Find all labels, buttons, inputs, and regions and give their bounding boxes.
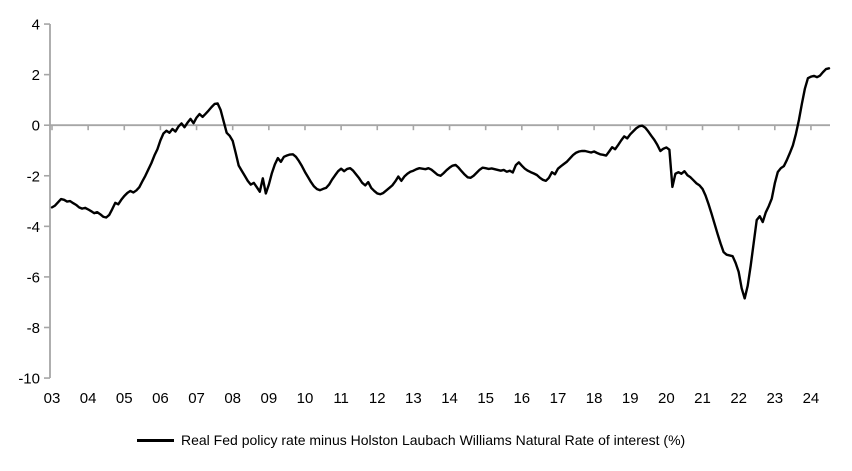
x-tick-label-23: 23	[766, 390, 783, 407]
x-tick-label-22: 22	[730, 390, 747, 407]
x-tick-label-08: 08	[224, 390, 241, 407]
y-tick-label--4: -4	[27, 219, 40, 236]
x-tick-label-14: 14	[441, 390, 458, 407]
legend-label: Real Fed policy rate minus Holston Lauba…	[181, 432, 686, 448]
x-tick-label-24: 24	[803, 390, 820, 407]
y-tick-label--10: -10	[18, 371, 40, 388]
y-tick-label-4: 4	[32, 17, 40, 34]
x-tick-label-10: 10	[297, 390, 314, 407]
x-tick-label-06: 06	[152, 390, 169, 407]
x-tick-label-17: 17	[550, 390, 567, 407]
x-tick-label-21: 21	[694, 390, 711, 407]
x-tick-label-20: 20	[658, 390, 675, 407]
x-tick-label-05: 05	[116, 390, 133, 407]
x-tick-label-04: 04	[80, 390, 97, 407]
x-tick-label-18: 18	[586, 390, 603, 407]
legend-line-swatch	[137, 439, 174, 443]
x-tick-label-03: 03	[44, 390, 61, 407]
x-tick-label-15: 15	[477, 390, 494, 407]
x-tick-label-11: 11	[333, 390, 349, 407]
x-tick-label-09: 09	[260, 390, 277, 407]
legend: Real Fed policy rate minus Holston Lauba…	[137, 432, 686, 448]
y-tick-label--6: -6	[27, 269, 40, 286]
y-tick-label--8: -8	[27, 320, 40, 337]
y-tick-label-2: 2	[32, 67, 40, 84]
y-tick-label-0: 0	[32, 118, 40, 135]
y-tick-label--2: -2	[27, 168, 40, 185]
x-tick-label-12: 12	[369, 390, 386, 407]
x-tick-label-13: 13	[405, 390, 422, 407]
x-tick-label-16: 16	[513, 390, 530, 407]
series-line	[50, 67, 831, 300]
x-tick-label-07: 07	[188, 390, 205, 407]
x-tick-label-19: 19	[622, 390, 639, 407]
